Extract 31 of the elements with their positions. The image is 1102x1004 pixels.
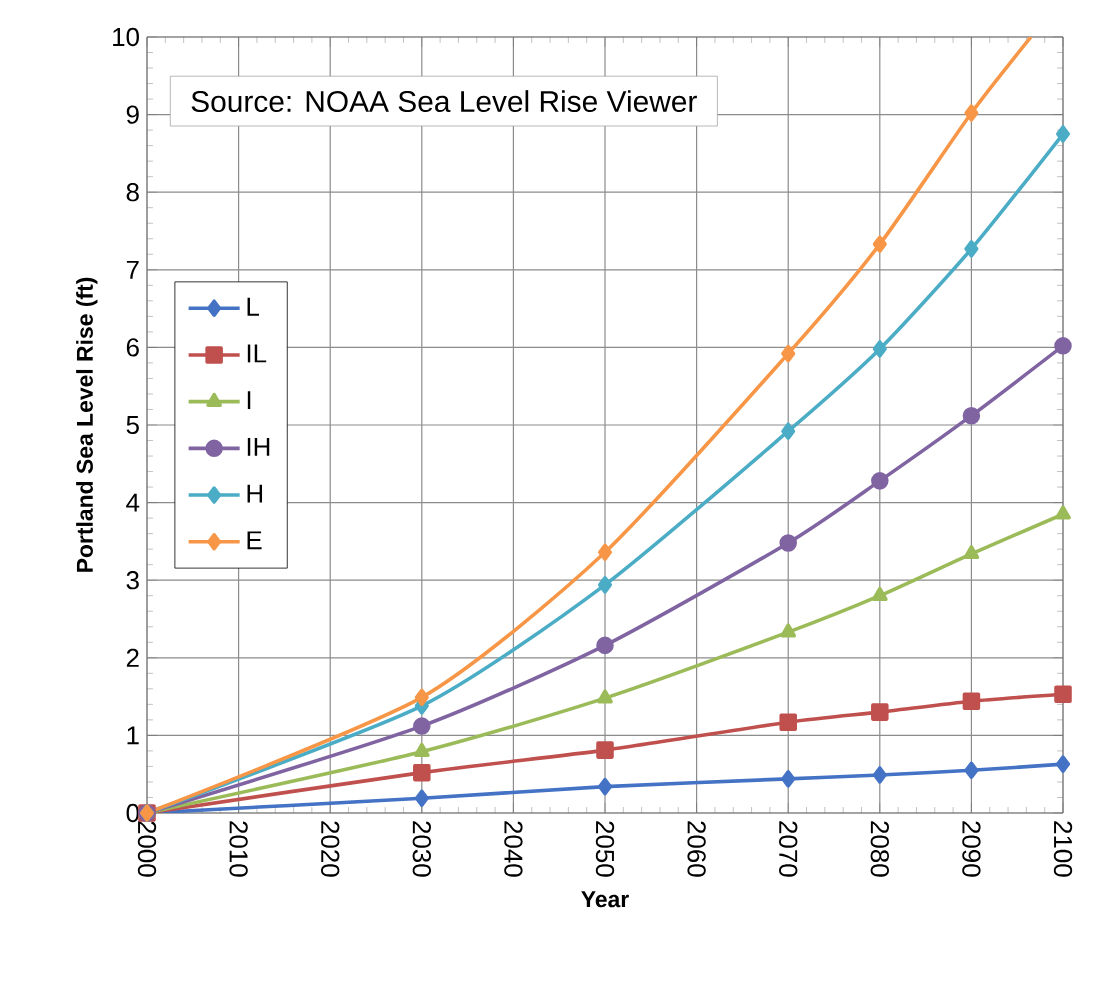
y-tick-label: 4 [126, 493, 140, 512]
x-tick-label: 2040 [504, 821, 523, 877]
y-tick-label: 3 [126, 571, 139, 590]
y-tick-label: 6 [126, 338, 139, 357]
y-axis-title: Portland Sea Level Rise (ft) [76, 277, 98, 572]
x-tick-label: 2030 [412, 821, 431, 877]
x-tick-label: 2090 [962, 821, 981, 877]
x-tick-label: 2100 [1053, 821, 1073, 877]
x-tick-label: 2020 [321, 821, 340, 877]
annotation: Source: NOAA Sea Level Rise Viewer [191, 90, 697, 113]
x-tick-label: 2060 [687, 821, 706, 877]
legend-label: H [247, 484, 263, 503]
y-tick-label: 0 [126, 803, 139, 823]
x-tick-label: 2050 [595, 821, 615, 877]
legend-label: L [247, 297, 259, 316]
y-tick-label: 7 [126, 260, 139, 279]
y-tick-label: 8 [126, 183, 139, 202]
legend-label: I [247, 391, 251, 410]
x-tick-label: 2010 [229, 821, 248, 877]
legend-label: IL [247, 344, 267, 363]
y-tick-label: 10 [113, 27, 139, 47]
legend-label: E [247, 531, 262, 550]
y-tick-label: 1 [127, 726, 139, 745]
x-tick-label: 2080 [870, 821, 889, 877]
x-tick-label: 2070 [779, 821, 798, 877]
x-tick-label: 2000 [137, 821, 157, 877]
legend-label: IH [247, 437, 270, 456]
x-axis-title: Year [581, 891, 629, 908]
y-tick-label: 2 [126, 648, 139, 667]
y-tick-label: 5 [126, 415, 139, 435]
y-tick-label: 9 [126, 105, 139, 124]
